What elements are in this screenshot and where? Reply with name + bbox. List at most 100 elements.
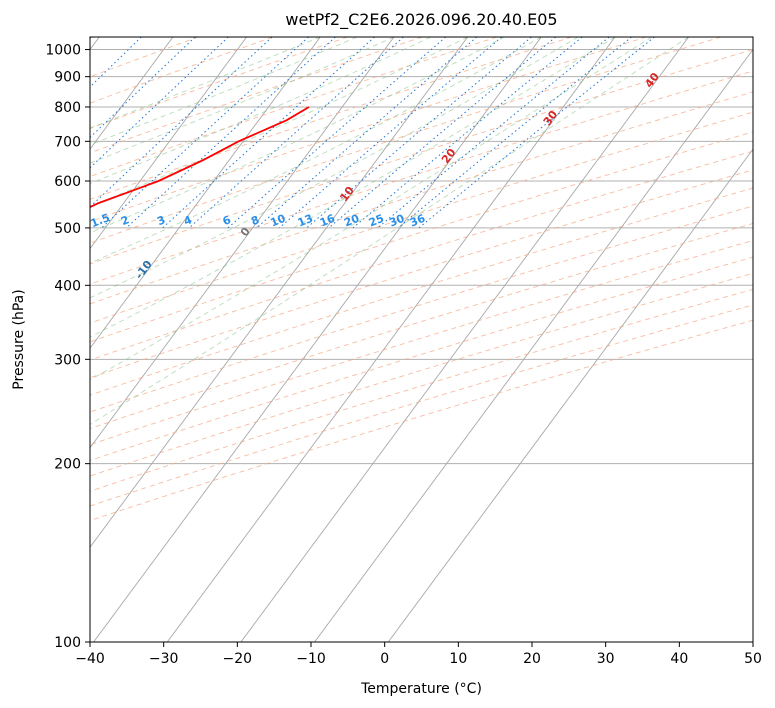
- x-tick-label: 30: [597, 651, 615, 667]
- dry-adiabat: [90, 288, 753, 492]
- isotherm-line: [240, 37, 689, 642]
- x-tick-label: −30: [149, 651, 179, 667]
- y-tick-label: 900: [54, 70, 81, 86]
- dry-adiabat: [90, 37, 572, 200]
- moist-adiabat: [90, 37, 395, 164]
- dry-adiabat: [90, 37, 423, 154]
- mixing-ratio-label: 2: [119, 213, 131, 228]
- plot-frame: [89, 36, 754, 643]
- mixing-ratio-line: [90, 37, 196, 139]
- mixing-ratio-label: 16: [318, 212, 337, 230]
- dry-adiabat: [90, 37, 498, 178]
- x-tick-label: −40: [75, 651, 105, 667]
- dry-adiabat: [90, 49, 753, 265]
- x-tick-label: 20: [523, 651, 541, 667]
- moist-adiabat-lines: [90, 37, 689, 425]
- isotherm-label: -10: [133, 258, 156, 282]
- dry-adiabat: [90, 70, 753, 285]
- dry-adiabat: [90, 91, 753, 305]
- x-tick-label: −10: [296, 651, 326, 667]
- mixing-ratio-label: 20: [342, 212, 361, 230]
- y-tick-label: 200: [54, 457, 81, 473]
- dry-adiabat: [90, 37, 273, 104]
- mixing-ratio-line: [90, 37, 273, 208]
- isotherm-line: [90, 37, 395, 449]
- x-tick-label: 10: [449, 651, 467, 667]
- isobar-grid: [90, 49, 753, 642]
- chart-title: wetPf2_C2E6.2026.096.20.40.E05: [285, 10, 557, 30]
- isotherm-lines: [90, 37, 753, 642]
- y-tick-label: 800: [54, 100, 81, 116]
- temperature-profile: [90, 106, 310, 209]
- isotherm-line: [166, 37, 616, 642]
- mixing-ratio-line: [377, 37, 610, 229]
- dry-adiabat: [90, 131, 753, 343]
- dry-adiabat: [90, 187, 753, 396]
- dry-adiabat: [90, 304, 753, 507]
- isotherm-line: [314, 48, 753, 642]
- x-tick-label: −20: [223, 651, 253, 667]
- dry-adiabat: [90, 319, 753, 522]
- mixing-ratio-label: 25: [367, 212, 386, 230]
- mixing-ratio-label: 0.4: [0, 211, 7, 230]
- moist-adiabat: [90, 37, 653, 381]
- reference-line-labels: 0.10.20.40.611.52346810131620253036-100-…: [0, 70, 662, 320]
- dry-adiabat: [90, 111, 753, 324]
- sounding-profiles: [90, 106, 310, 209]
- moist-adiabat: [90, 37, 431, 184]
- mixing-ratio-line: [227, 37, 447, 229]
- dry-adiabat: [90, 169, 753, 379]
- y-axis-label: Pressure (hPa): [11, 289, 27, 389]
- moist-adiabat: [90, 37, 358, 146]
- mixing-ratio-line: [352, 37, 583, 229]
- x-tick-label: 40: [670, 651, 688, 667]
- y-tick-label: 100: [54, 635, 81, 651]
- y-axis-ticks: 1000 900 800 700 600 500 400 300 200 100: [45, 43, 90, 651]
- y-tick-label: 500: [54, 221, 81, 237]
- mixing-ratio-line: [256, 37, 478, 229]
- isotherm-label: 30: [541, 108, 561, 128]
- isotherm-line: [90, 37, 468, 549]
- plot-area: 0.10.20.40.611.52346810131620253036-100-…: [0, 37, 753, 642]
- mixing-ratio-line: [90, 37, 229, 169]
- mixing-ratio-label: 10: [268, 212, 287, 230]
- moist-adiabat: [90, 37, 542, 264]
- mixing-ratio-line: [306, 37, 532, 229]
- mixing-ratio-label: 36: [408, 212, 427, 230]
- moist-adiabat: [90, 37, 321, 129]
- isotherm-label: 0: [238, 225, 253, 239]
- isotherm-label: 40: [642, 70, 662, 90]
- x-axis-ticks: −40 −30 −20 −10 0 10 20 30 40 50: [75, 642, 762, 667]
- mixing-ratio-line: [126, 37, 336, 229]
- y-tick-label: 1000: [45, 43, 81, 59]
- dry-adiabat: [90, 205, 753, 413]
- mixing-ratio-label: 3: [155, 213, 167, 228]
- isotherm-line: [90, 37, 174, 150]
- isotherm-line: [90, 37, 247, 250]
- dry-adiabat: [90, 37, 722, 244]
- x-axis-label: Temperature (°C): [360, 681, 482, 697]
- dry-adiabat: [90, 272, 753, 477]
- x-tick-label: 50: [744, 651, 762, 667]
- mixing-ratio-label: 30: [387, 212, 406, 230]
- mixing-ratio-label: 6: [221, 213, 233, 228]
- moist-adiabat: [90, 37, 579, 299]
- isotherm-line: [387, 148, 753, 642]
- mixing-ratio-label: 13: [296, 212, 315, 230]
- y-tick-label: 700: [54, 134, 81, 150]
- mixing-ratio-line: [418, 37, 655, 229]
- x-tick-label: 0: [380, 651, 389, 667]
- mixing-ratio-line: [397, 37, 632, 229]
- moist-adiabat: [90, 37, 616, 338]
- isotherm-label: -20: [31, 296, 54, 320]
- mixing-ratio-lines: [90, 37, 655, 229]
- mixing-ratio-label: 0.6: [14, 211, 37, 230]
- y-tick-label: 300: [54, 352, 81, 368]
- moist-adiabat: [90, 37, 505, 234]
- dry-adiabat: [90, 239, 753, 446]
- dry-adiabat-lines: [90, 37, 753, 522]
- mixing-ratio-line: [328, 37, 556, 229]
- mixing-ratio-line: [278, 37, 502, 229]
- y-tick-label: 600: [54, 174, 81, 190]
